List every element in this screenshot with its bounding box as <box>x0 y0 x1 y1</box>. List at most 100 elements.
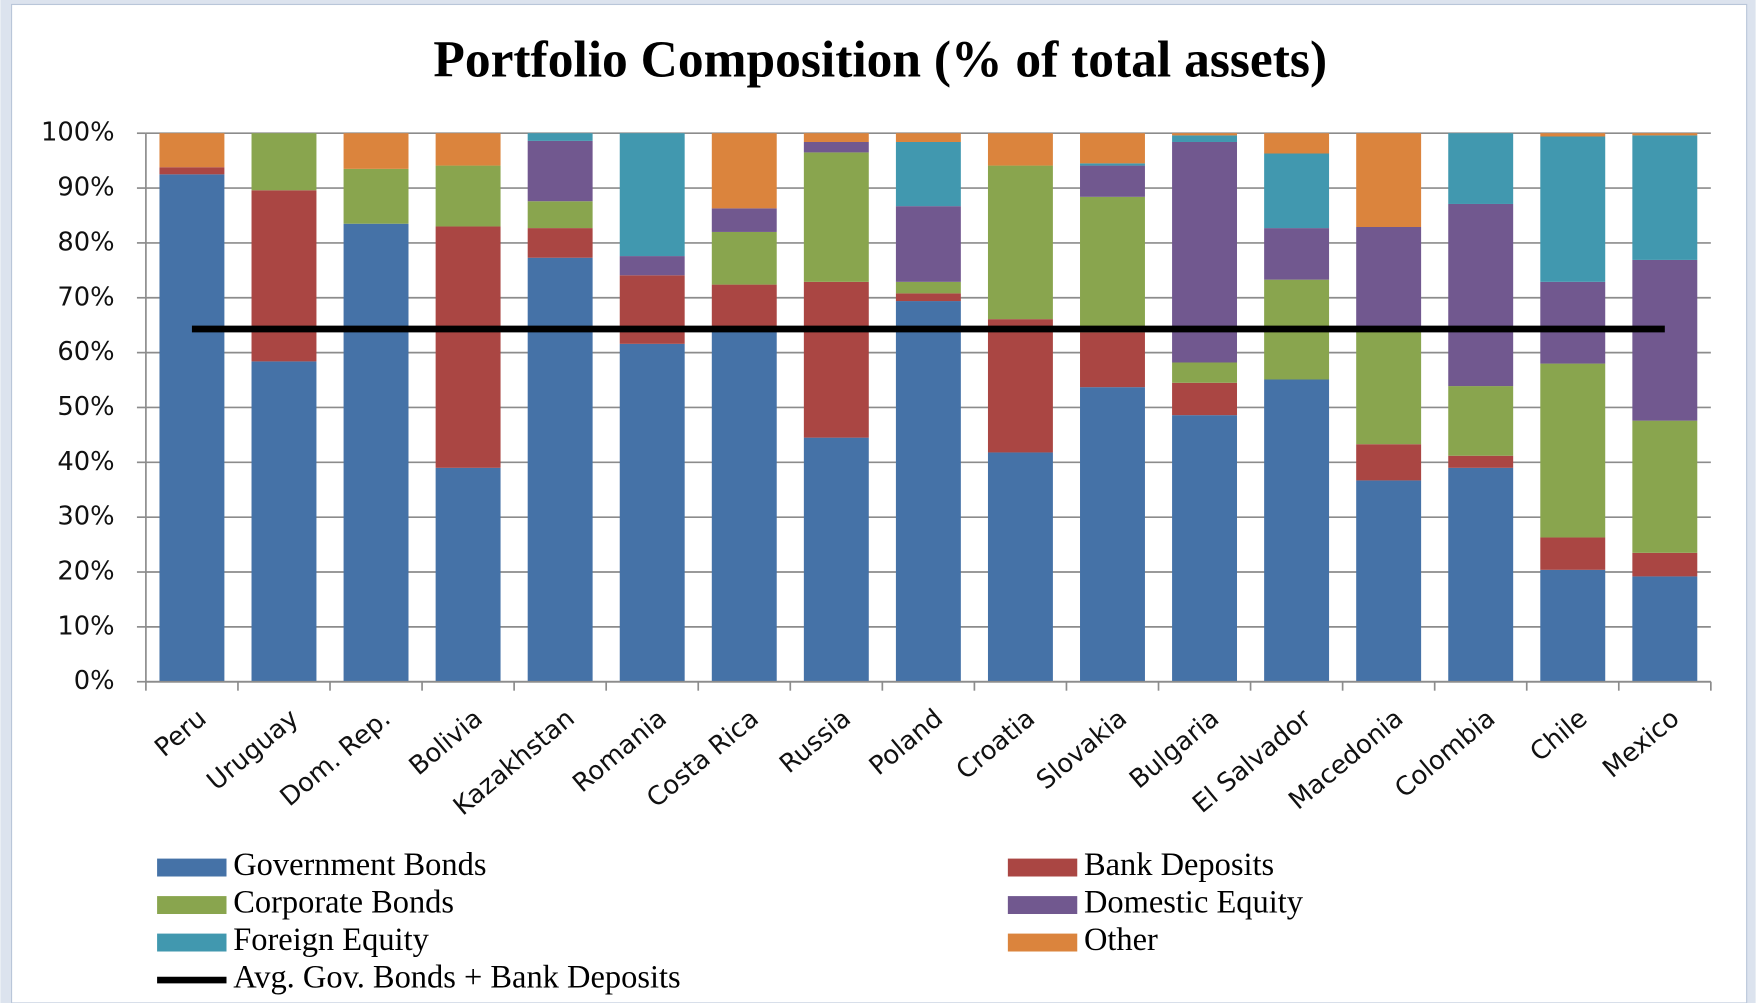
bar-segment <box>1632 420 1698 553</box>
bar-segment <box>1632 259 1698 421</box>
bar-segment <box>1356 331 1422 445</box>
y-tick-label: 20% <box>57 557 114 587</box>
bar-segment <box>251 361 317 682</box>
legend-label: Government Bonds <box>233 847 486 883</box>
bar-segment <box>1448 133 1514 204</box>
bar-segment <box>803 437 869 682</box>
y-tick-label: 80% <box>57 227 114 257</box>
bar-segment <box>1540 363 1606 538</box>
bar-segment <box>527 257 593 682</box>
bar-segment <box>527 140 593 202</box>
bar-segment <box>895 141 961 207</box>
legend-swatch <box>157 933 227 952</box>
chart-title: Portfolio Composition (% of total assets… <box>433 32 1327 89</box>
y-tick-label: 40% <box>57 447 114 477</box>
bar-segment <box>803 152 869 282</box>
bar-segment <box>619 275 685 344</box>
bar-segment <box>343 223 409 682</box>
legend-swatch <box>1007 933 1078 952</box>
bar-segment <box>1172 382 1238 416</box>
legend-label: Avg. Gov. Bonds + Bank Deposits <box>233 960 680 996</box>
bar-segment <box>1172 362 1238 383</box>
bar-segment <box>1080 387 1145 682</box>
bar-segment <box>619 133 685 257</box>
bar-segment <box>1632 133 1698 136</box>
bar-segment <box>711 208 777 232</box>
y-tick-label: 100% <box>41 118 115 148</box>
legend-swatch <box>1007 896 1078 915</box>
bar-segment <box>1540 537 1606 570</box>
bar-segment <box>1356 133 1422 228</box>
bar-segment <box>527 201 593 229</box>
bar-segment <box>1448 455 1514 468</box>
bar-segment <box>159 133 225 168</box>
y-tick-label: 70% <box>57 282 114 312</box>
bar-segment <box>1080 133 1145 164</box>
bar-segment <box>1356 480 1422 682</box>
y-tick-label: 50% <box>57 392 114 422</box>
y-tick-label: 0% <box>74 666 115 696</box>
bar-segment <box>895 293 961 302</box>
legend-swatch <box>1007 858 1078 877</box>
y-tick-label: 10% <box>57 611 114 641</box>
bar-segment <box>895 206 961 282</box>
bar-segment <box>1172 415 1238 682</box>
bar-segment <box>711 133 777 209</box>
bar-segment <box>1356 444 1422 481</box>
bar-segment <box>435 133 501 166</box>
bar-segment <box>435 467 501 682</box>
bar-segment <box>527 133 593 141</box>
bar-segment <box>159 174 225 682</box>
bar-segment <box>1264 228 1330 280</box>
bar-segment <box>251 190 317 362</box>
bar-segment <box>251 133 317 191</box>
legend-swatch <box>157 896 227 915</box>
bar-segment <box>343 168 409 224</box>
bar-segment <box>1448 467 1514 682</box>
bar-segment <box>895 301 961 682</box>
bar-segment <box>895 133 961 142</box>
bar-segment <box>1264 379 1330 682</box>
legend-swatch <box>157 858 227 877</box>
legend-label: Other <box>1084 922 1158 958</box>
legend-label: Bank Deposits <box>1084 847 1274 883</box>
bar-segment <box>1172 135 1238 142</box>
bar-segment <box>1080 165 1145 197</box>
bar-segment <box>527 228 593 258</box>
bar-segment <box>1540 136 1606 282</box>
bar-segment <box>1540 133 1606 137</box>
bar-segment <box>803 141 869 153</box>
bar-segment <box>803 281 869 438</box>
legend-label: Domestic Equity <box>1084 885 1304 921</box>
bar-segment <box>159 167 225 175</box>
bar-segment <box>803 133 869 142</box>
bar-segment <box>1080 196 1145 333</box>
bar-segment <box>1632 552 1698 577</box>
bar-segment <box>1264 153 1330 229</box>
bar-segment <box>1540 569 1606 682</box>
bar-segment <box>987 319 1053 453</box>
y-tick-label: 90% <box>57 173 114 203</box>
bar-segment <box>619 256 685 276</box>
legend-label: Foreign Equity <box>233 922 429 958</box>
bar-segment <box>435 226 501 468</box>
bar-segment <box>1172 133 1238 136</box>
y-tick-label: 30% <box>57 502 114 532</box>
bar-segment <box>435 165 501 227</box>
bar-segment <box>1264 133 1330 154</box>
bar-segment <box>711 231 777 285</box>
bar-segment <box>1540 281 1606 364</box>
bar-segment <box>1356 227 1422 332</box>
bar-segment <box>895 281 961 294</box>
bar-segment <box>343 133 409 169</box>
bar-segment <box>1448 203 1514 387</box>
bar-segment <box>987 452 1053 682</box>
bar-segment <box>987 133 1053 166</box>
bar-segment <box>1632 576 1698 682</box>
bar-segment <box>1080 163 1145 166</box>
bar-segment <box>1080 332 1145 388</box>
bar-segment <box>711 330 777 682</box>
y-tick-label: 60% <box>57 337 114 367</box>
bar-segment <box>1632 135 1698 260</box>
